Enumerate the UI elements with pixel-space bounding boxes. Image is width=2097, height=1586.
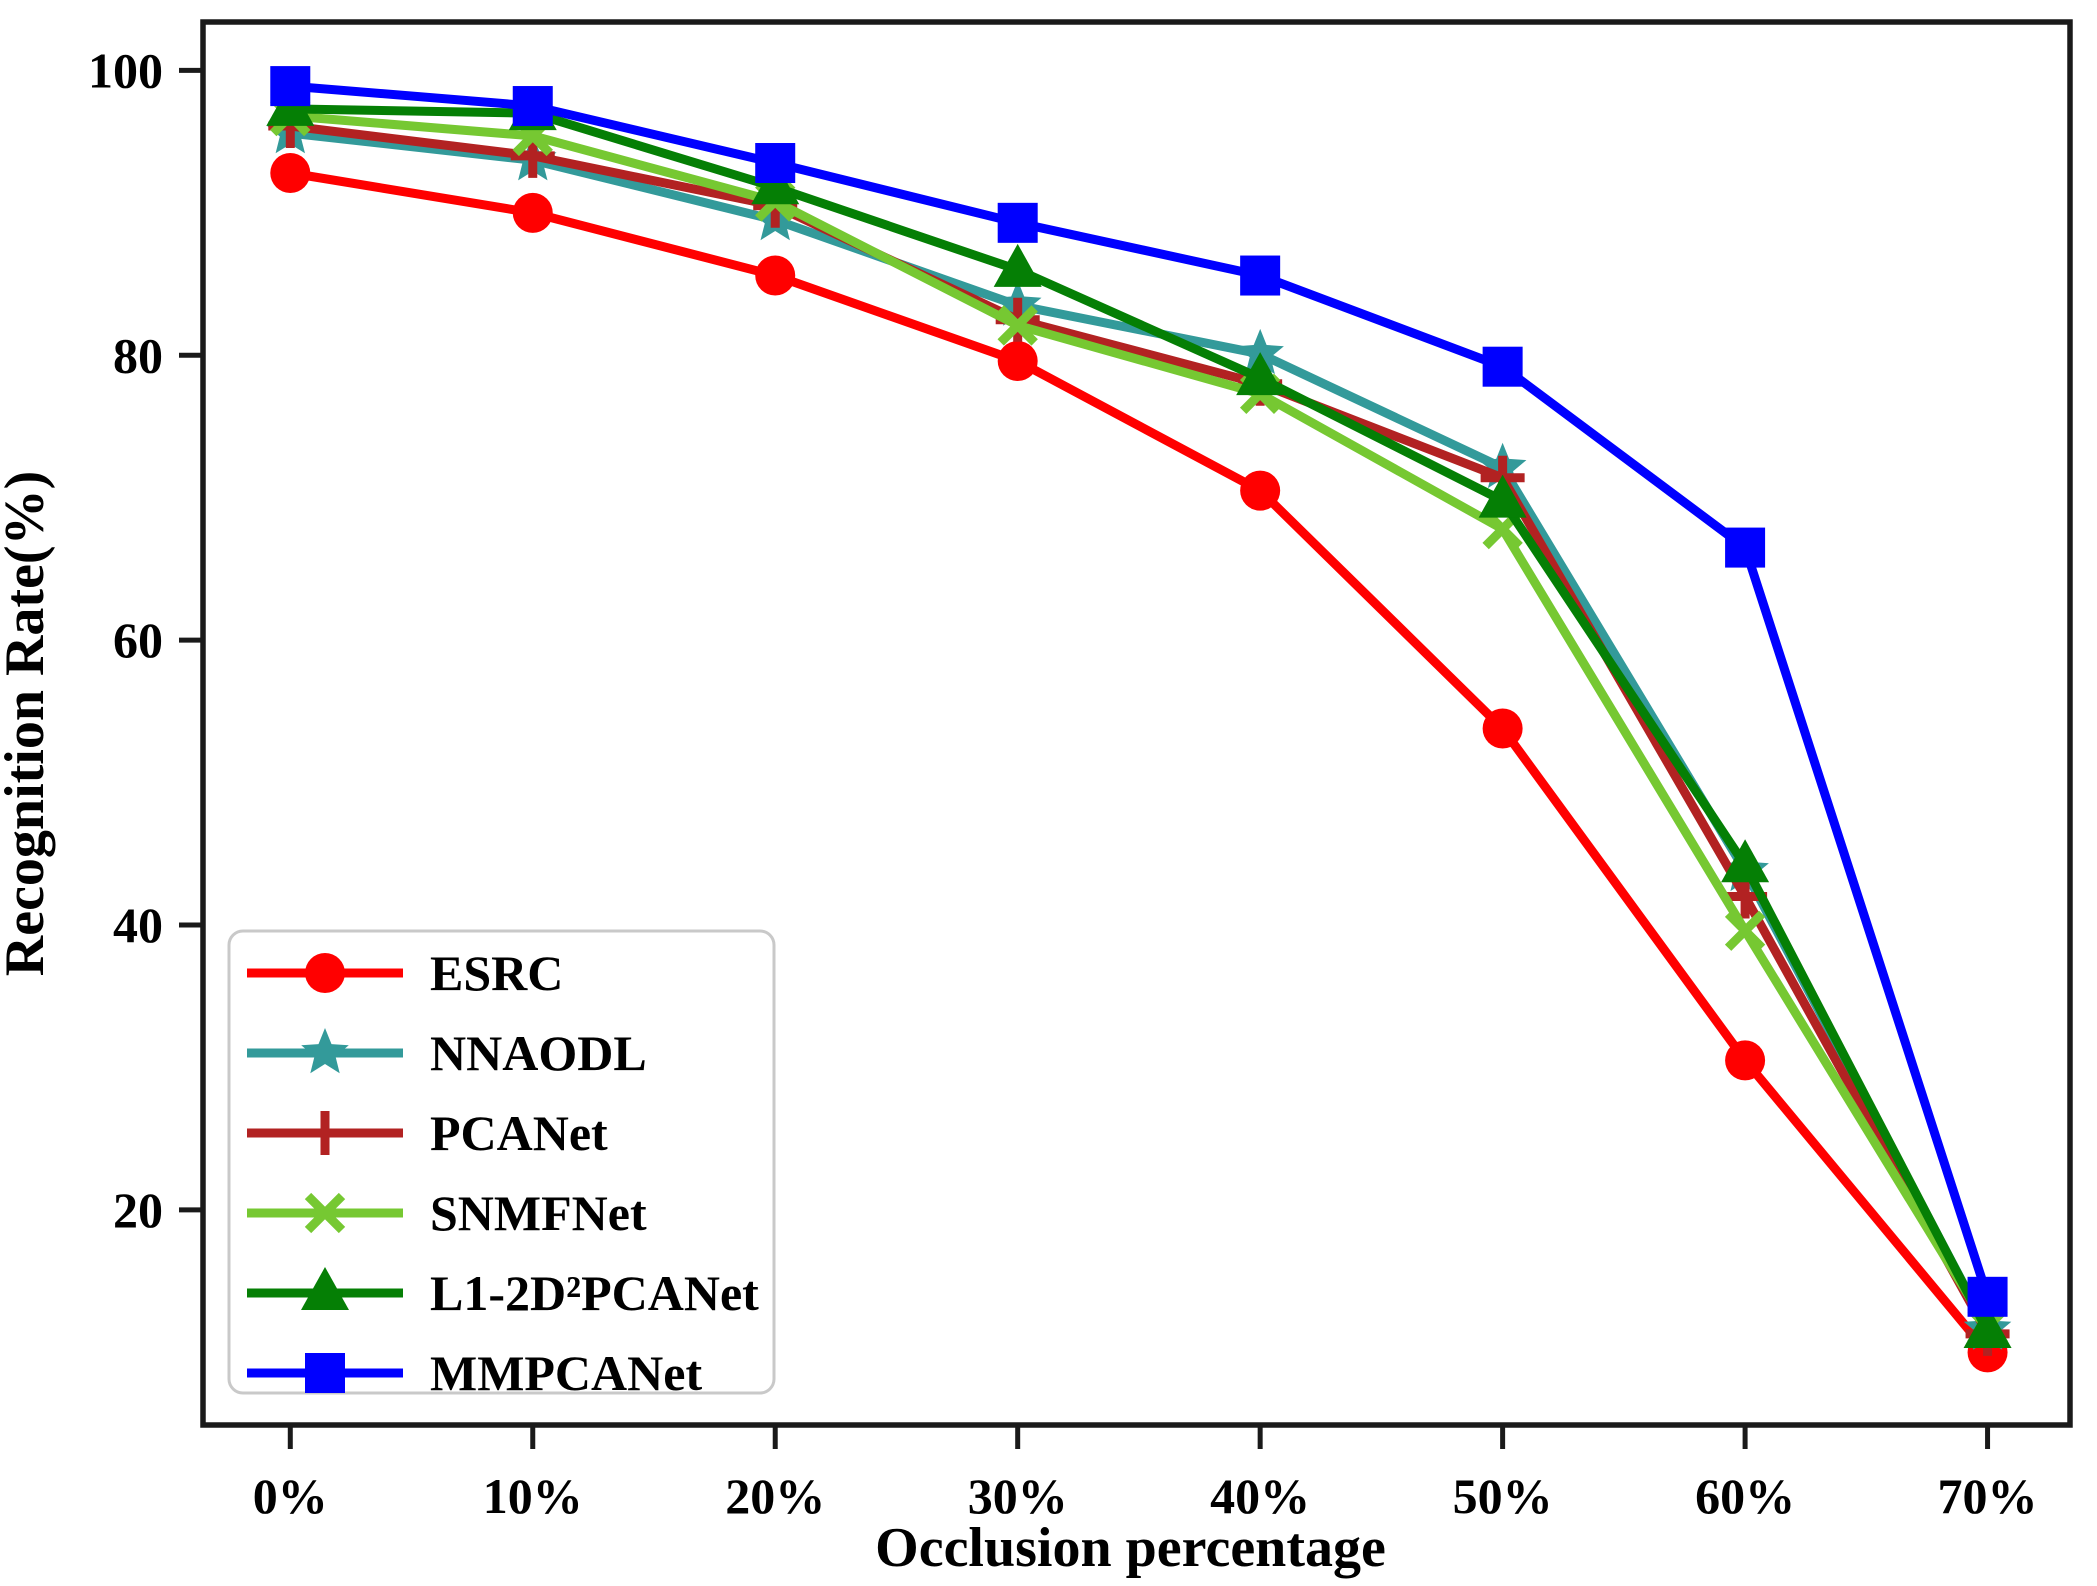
legend-item-nnaodl: NNAODL	[247, 1025, 647, 1081]
x-tick-label: 70%	[1938, 1468, 2038, 1524]
legend-label: L1-2D²PCANet	[430, 1265, 759, 1321]
x-axis-title: Occlusion percentage	[875, 1517, 1386, 1579]
legend-label: MMPCANet	[430, 1345, 702, 1401]
y-axis-title: Recognition Rate(%)	[0, 471, 56, 976]
y-tick-label: 20	[113, 1182, 163, 1238]
marker-mmpcanet	[512, 86, 553, 127]
legend-marker-mmpcanet	[305, 1353, 345, 1393]
x-tick-label: 20%	[725, 1468, 825, 1524]
marker-l1-2d-pcanet	[1478, 474, 1527, 518]
series-l1-2d-pcanet	[266, 82, 2012, 1348]
axes-layer: 20 40 60 80 100 0% 10% 20% 30% 40% 50% 60% 70% Occlus…	[0, 19, 2073, 1579]
marker-mmpcanet	[1240, 255, 1281, 296]
legend-label: SNMFNet	[430, 1185, 647, 1241]
series-line-mmpcanet	[285, 81, 1993, 1302]
marker-esrc	[1725, 1040, 1766, 1081]
marker-esrc	[270, 152, 311, 193]
marker-esrc	[997, 340, 1038, 381]
y-tick-label: 40	[113, 897, 163, 953]
legend-item-l1-2d-pcanet: L1-2D²PCANet	[247, 1265, 759, 1321]
marker-esrc	[1482, 708, 1523, 749]
legend-item-esrc: ESRC	[247, 945, 563, 1001]
marker-l1-2d-pcanet	[1236, 352, 1285, 396]
legend-marker-esrc	[305, 953, 345, 993]
series-layer	[266, 66, 2012, 1373]
marker-snmfnet	[997, 305, 1038, 346]
y-tick-label: 100	[88, 42, 163, 98]
x-tick-label: 40%	[1210, 1468, 1310, 1524]
legend-label: PCANet	[430, 1105, 608, 1161]
series-line-pcanet	[285, 121, 1993, 1339]
legend-marker-nnaodl	[301, 1028, 349, 1074]
marker-mmpcanet	[1482, 346, 1523, 387]
x-tick-label: 0%	[253, 1468, 328, 1524]
legend-marker-pcanet	[303, 1111, 347, 1155]
x-tick-label: 10%	[483, 1468, 583, 1524]
x-tick-label: 30%	[968, 1468, 1068, 1524]
marker-l1-2d-pcanet	[1721, 839, 1770, 883]
y-tick-label: 80	[113, 327, 163, 383]
x-tick-label: 60%	[1695, 1468, 1795, 1524]
legend-item-snmfnet: SNMFNet	[247, 1185, 647, 1241]
marker-mmpcanet	[997, 202, 1038, 243]
marker-esrc	[512, 192, 553, 233]
series-line-snmfnet	[285, 111, 1993, 1332]
marker-mmpcanet	[1725, 527, 1766, 568]
series-mmpcanet	[270, 66, 2008, 1317]
legend-label: ESRC	[430, 945, 563, 1001]
legend-item-mmpcanet: MMPCANet	[247, 1345, 702, 1401]
series-line-l1-2d-pcanet	[285, 104, 1993, 1336]
y-tick-label: 60	[113, 612, 163, 668]
marker-snmfnet	[1724, 910, 1766, 951]
marker-mmpcanet	[1967, 1276, 2008, 1317]
legend-marker-l1-2d-pcanet	[301, 1267, 349, 1310]
legend-label: NNAODL	[430, 1025, 647, 1081]
series-line-esrc	[285, 168, 1993, 1357]
x-tick-label: 50%	[1453, 1468, 1553, 1524]
legend-item-pcanet: PCANet	[247, 1105, 608, 1161]
legend-marker-snmfnet	[304, 1192, 346, 1234]
marker-esrc	[1240, 470, 1281, 511]
marker-l1-2d-pcanet	[993, 243, 1042, 287]
marker-nnaodl	[1236, 328, 1284, 375]
legend: ESRC NNAODL PCANet SNMFNet L1-2D²PCANet MMPCA…	[227, 929, 776, 1401]
marker-l1-2d-pcanet	[1963, 1304, 2012, 1348]
marker-esrc	[755, 255, 796, 296]
marker-mmpcanet	[755, 143, 796, 184]
plot-frame	[200, 19, 2073, 1428]
legend-box	[227, 929, 776, 1395]
marker-mmpcanet	[270, 66, 311, 107]
